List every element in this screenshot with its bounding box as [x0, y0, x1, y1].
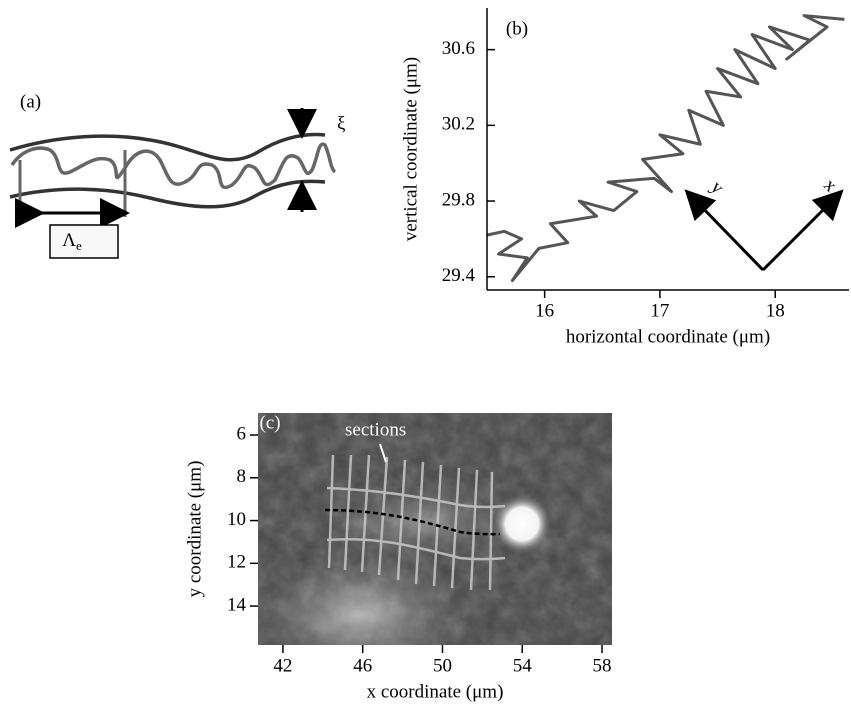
- x-tick-label: 42: [273, 655, 292, 676]
- x-tick-label: 18: [766, 300, 785, 321]
- panel-label: (c): [259, 412, 280, 433]
- x-axis-label: horizontal coordinate (μm): [566, 326, 770, 347]
- y-tick-label: 29.8: [442, 189, 475, 210]
- x-tick-label: 16: [535, 300, 554, 321]
- x-tick-label: 50: [433, 655, 452, 676]
- panel-label: (b): [506, 18, 528, 39]
- y-tick-label: 8: [237, 466, 247, 487]
- panel-label: (a): [20, 91, 41, 112]
- y-tick-label: 29.4: [442, 265, 476, 286]
- y-tick-label: 6: [237, 423, 247, 444]
- annotation: sections: [345, 419, 406, 440]
- y-axis-label: y coordinate (μm): [184, 461, 205, 598]
- lambda-label: Λe: [62, 230, 82, 253]
- x-tick-label: 17: [650, 300, 669, 321]
- arrow-label: y: [706, 177, 728, 199]
- panel-a: (a) ξ Λe: [9, 91, 346, 259]
- trajectory: [486, 14, 845, 283]
- y-tick-label: 30.6: [442, 38, 475, 59]
- x-tick-label: 58: [593, 655, 612, 676]
- xi-label: ξ: [337, 113, 346, 134]
- y-axis-label: vertical coordinate (μm): [400, 57, 421, 241]
- y-tick-label: 10: [227, 509, 246, 530]
- micrograph: [258, 413, 612, 645]
- y-tick-label: 12: [227, 552, 246, 573]
- y-tick-label: 30.2: [442, 114, 475, 135]
- y-tick-label: 14: [227, 594, 247, 615]
- arrow-label: x: [819, 175, 841, 197]
- x-tick-label: 54: [513, 655, 533, 676]
- x-tick-label: 46: [353, 655, 372, 676]
- x-axis-label: x coordinate (μm): [367, 681, 504, 702]
